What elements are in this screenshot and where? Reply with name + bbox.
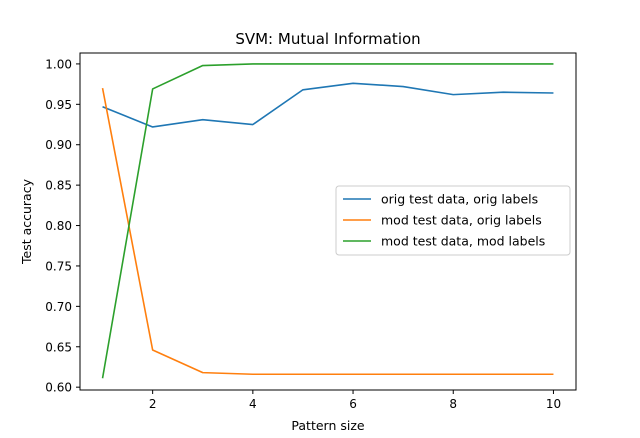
series-line-1	[102, 82, 554, 128]
x-tick-label: 8	[449, 397, 457, 411]
x-axis-label: Pattern size	[291, 418, 364, 433]
x-tick-label: 6	[349, 397, 357, 411]
legend-box	[335, 185, 571, 256]
legend-label-2: mod test data, orig labels	[381, 213, 542, 228]
legend-label-1: orig test data, orig labels	[381, 192, 538, 207]
plot-frame	[79, 52, 577, 391]
y-tick-label: 0.75	[45, 259, 72, 273]
y-tick-label: 0.60	[45, 381, 72, 395]
y-tick-label: 0.65	[45, 340, 72, 354]
y-tick-label: 0.95	[45, 98, 72, 112]
y-tick-label: 0.85	[45, 179, 72, 193]
chart-title: SVM: Mutual Information	[235, 30, 420, 48]
x-tick-label: 10	[546, 397, 561, 411]
y-tick-label: 0.70	[45, 300, 72, 314]
series-line-2	[101, 87, 554, 376]
series-line-3	[101, 63, 554, 379]
legend-label-3: mod test data, mod labels	[381, 234, 545, 249]
y-tick-label: 0.90	[45, 138, 72, 152]
x-tick-label: 4	[249, 397, 257, 411]
legend: orig test data, orig labels mod test data…	[335, 185, 571, 256]
series-layer	[101, 63, 554, 379]
y-axis-ticks: 0.60 0.65 0.70 0.75 0.80 0.85 0.90 0.95 1.00	[45, 57, 80, 395]
y-axis-label: Test accuracy	[19, 178, 34, 265]
x-tick-label: 2	[149, 397, 157, 411]
x-axis-ticks: 2 4 6 8 10	[149, 390, 561, 411]
legend-items: orig test data, orig labels mod test data…	[343, 192, 545, 249]
y-tick-label: 1.00	[45, 57, 72, 71]
y-tick-label: 0.80	[45, 219, 72, 233]
